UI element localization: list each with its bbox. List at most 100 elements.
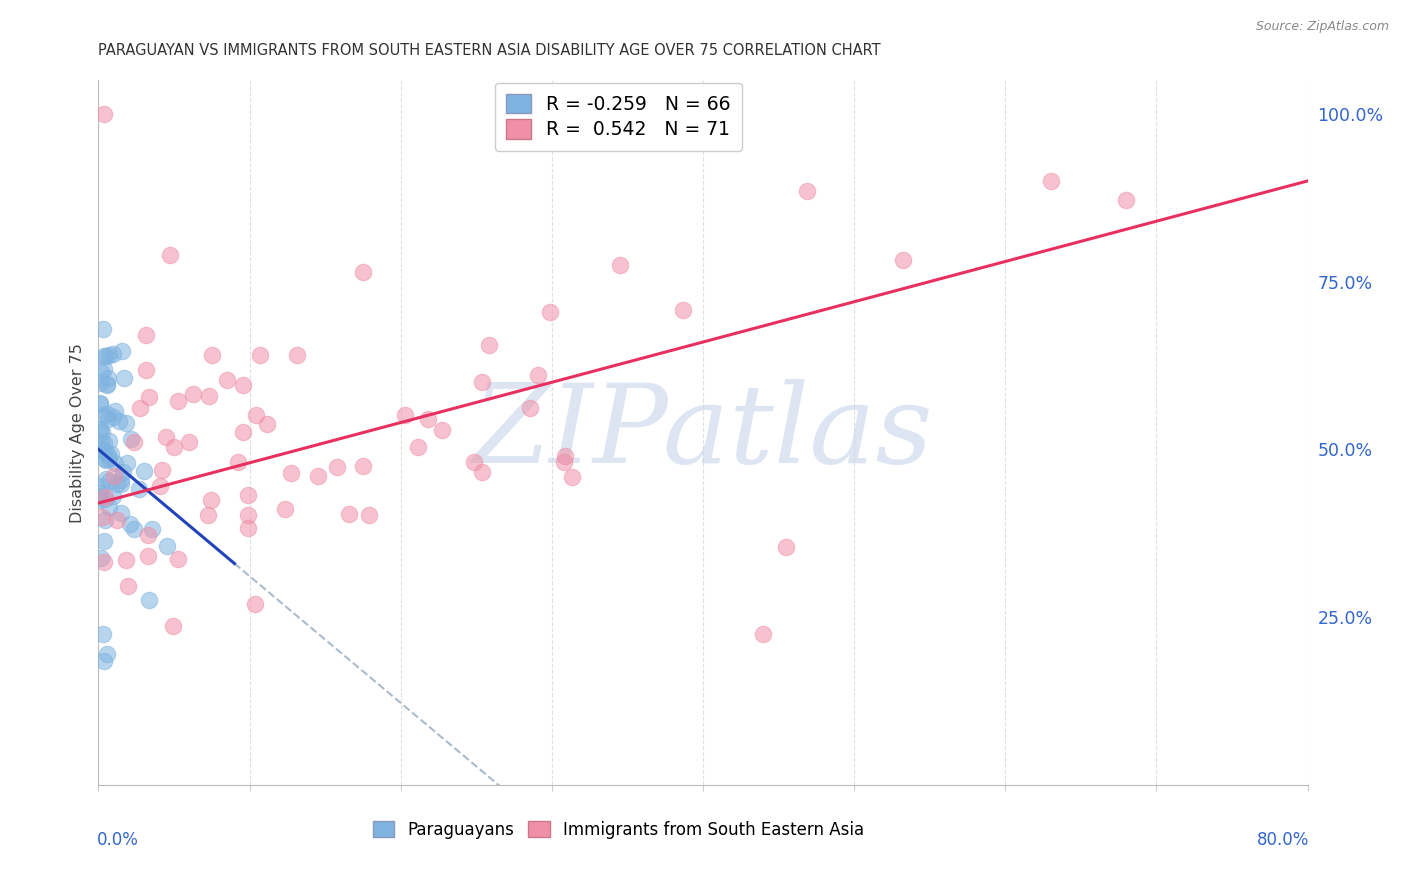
Text: 80.0%: 80.0%	[1257, 830, 1309, 849]
Point	[98, 500, 121, 514]
Point	[285, 348, 308, 362]
Point	[90, 550, 112, 565]
Point	[93, 362, 115, 376]
Point	[90, 365, 112, 379]
Point	[155, 430, 177, 444]
Point	[96, 407, 118, 421]
Point	[93, 409, 115, 423]
Point	[110, 506, 132, 520]
Point	[107, 513, 129, 527]
Point	[200, 492, 222, 507]
Point	[111, 344, 134, 359]
Point	[394, 408, 416, 422]
Point	[97, 448, 120, 462]
Point	[93, 107, 115, 121]
Text: 0.0%: 0.0%	[97, 830, 139, 849]
Point	[93, 534, 115, 549]
Point	[118, 516, 141, 531]
Point	[609, 258, 631, 272]
Point	[156, 539, 179, 553]
Point	[162, 619, 184, 633]
Point	[538, 304, 561, 318]
Point	[93, 555, 115, 569]
Point	[90, 443, 112, 458]
Point	[274, 502, 297, 516]
Point	[337, 507, 360, 521]
Point	[408, 440, 430, 454]
Point	[129, 401, 152, 415]
Point	[90, 479, 112, 493]
Point	[201, 348, 224, 362]
Point	[166, 394, 188, 409]
Point	[416, 411, 439, 425]
Point	[96, 647, 118, 661]
Point	[197, 389, 219, 403]
Point	[1115, 193, 1137, 207]
Point	[115, 456, 138, 470]
Point	[89, 376, 111, 390]
Point	[163, 440, 186, 454]
Point	[89, 486, 111, 500]
Text: Source: ZipAtlas.com: Source: ZipAtlas.com	[1256, 20, 1389, 33]
Point	[554, 449, 576, 463]
Point	[93, 436, 115, 450]
Point	[249, 348, 271, 362]
Point	[103, 456, 125, 470]
Point	[100, 447, 122, 461]
Point	[132, 465, 155, 479]
Legend: Paraguayans, Immigrants from South Eastern Asia: Paraguayans, Immigrants from South Easte…	[364, 813, 872, 847]
Point	[90, 436, 112, 450]
Point	[91, 627, 114, 641]
Point	[94, 513, 117, 527]
Point	[135, 328, 157, 343]
Point	[97, 371, 120, 385]
Point	[463, 455, 485, 469]
Point	[232, 378, 254, 392]
Point	[226, 455, 249, 469]
Point	[96, 376, 118, 391]
Point	[105, 477, 128, 491]
Point	[280, 466, 302, 480]
Point	[308, 469, 330, 483]
Point	[89, 424, 111, 438]
Point	[243, 598, 266, 612]
Point	[553, 455, 575, 469]
Point	[91, 510, 114, 524]
Point	[136, 549, 159, 563]
Point	[138, 593, 160, 607]
Point	[326, 459, 349, 474]
Point	[98, 451, 121, 466]
Point	[90, 425, 112, 439]
Point	[97, 412, 120, 426]
Point	[112, 465, 135, 479]
Point	[357, 508, 380, 523]
Point	[217, 373, 239, 387]
Point	[103, 403, 125, 417]
Point	[1040, 174, 1063, 188]
Point	[108, 414, 131, 428]
Point	[97, 434, 120, 448]
Point	[352, 264, 374, 278]
Point	[101, 410, 124, 425]
Point	[527, 368, 550, 383]
Point	[519, 401, 541, 415]
Point	[96, 378, 118, 392]
Point	[167, 552, 190, 566]
Point	[122, 434, 145, 449]
Point	[245, 409, 267, 423]
Point	[115, 416, 138, 430]
Point	[96, 453, 118, 467]
Point	[98, 348, 121, 362]
Point	[103, 469, 125, 483]
Point	[93, 492, 115, 507]
Point	[101, 489, 124, 503]
Point	[94, 452, 117, 467]
Point	[115, 552, 138, 566]
Point	[90, 442, 112, 457]
Point	[112, 371, 135, 385]
Point	[150, 463, 173, 477]
Point	[89, 396, 111, 410]
Point	[94, 444, 117, 458]
Point	[110, 473, 132, 487]
Point	[471, 465, 494, 479]
